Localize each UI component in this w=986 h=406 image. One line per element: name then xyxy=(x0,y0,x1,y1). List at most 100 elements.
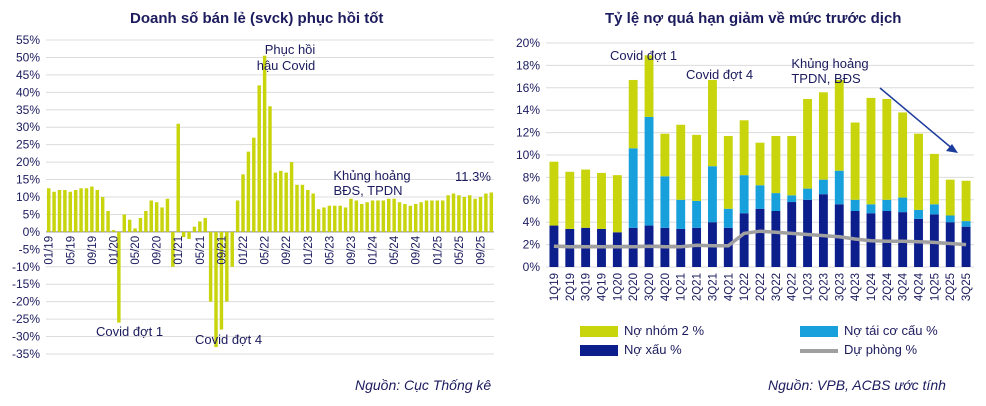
bar-tai-co-cau xyxy=(850,199,860,211)
y-tick-label: 40% xyxy=(16,85,40,99)
npl-chart-title: Tỷ lệ nợ quá hạn giảm về mức trước dịch xyxy=(605,10,902,27)
retail-bar xyxy=(46,188,51,232)
bar-tai-co-cau xyxy=(945,215,955,223)
retail-bar xyxy=(365,202,369,232)
bar-tai-co-cau xyxy=(739,175,749,214)
x-tick-label: 3Q20 xyxy=(644,273,656,301)
retail-bar xyxy=(289,162,294,232)
retail-bar xyxy=(300,184,305,232)
bar-nhom2 xyxy=(834,79,844,171)
retail-bar xyxy=(478,197,483,232)
retail-bar xyxy=(181,231,186,238)
bar-nhom2 xyxy=(644,55,654,117)
x-tick-label: 05/20 xyxy=(130,236,142,265)
y-tick-label: 6% xyxy=(523,193,541,207)
bar-nhom2 xyxy=(898,112,908,198)
x-tick-label: 3Q23 xyxy=(834,273,846,301)
bar-tai-co-cau xyxy=(882,199,892,211)
bar-nhom2 xyxy=(565,171,575,229)
bar-tai-co-cau xyxy=(771,193,781,211)
bar-nhom2 xyxy=(723,135,733,209)
retail-bar xyxy=(489,192,494,232)
y-tick-label: 10% xyxy=(516,148,540,162)
x-tick-label: 2Q25 xyxy=(945,273,957,301)
x-tick-label: 01/25 xyxy=(432,236,444,265)
x-tick-label: 1Q21 xyxy=(676,273,688,301)
y-tick-label: 8% xyxy=(523,170,541,184)
y-tick-label: 12% xyxy=(516,126,540,140)
retail-bar xyxy=(230,231,234,267)
retail-bar xyxy=(63,190,67,232)
bar-nhom2 xyxy=(961,180,971,222)
annotation-covid1: Covid đợt 1 xyxy=(96,324,163,339)
retail-bar xyxy=(376,200,380,232)
bar-nhom2 xyxy=(818,92,828,180)
x-tick-label: 09/22 xyxy=(281,236,293,265)
x-tick-label: 1Q23 xyxy=(803,273,815,301)
retail-bar xyxy=(122,214,126,232)
bar-nhom2 xyxy=(708,79,717,167)
retail-bar xyxy=(392,198,396,232)
y-tick-label: 55% xyxy=(16,33,40,47)
bar-nhom2 xyxy=(549,161,559,226)
x-tick-label: 09/21 xyxy=(216,236,228,265)
retail-bar xyxy=(90,186,94,232)
bar-tai-co-cau xyxy=(644,116,654,226)
retail-bar xyxy=(149,200,153,232)
retail-bar xyxy=(354,200,359,232)
bar-tai-co-cau xyxy=(676,199,686,229)
x-tick-label: 1Q22 xyxy=(739,273,751,301)
npl-chart: 0% 2% 4% 6% 8% 10% 12% 14% 16% 18% 20% 1Q19 2Q19 3Q19… xyxy=(516,36,974,301)
bar-nhom2 xyxy=(945,179,955,216)
bar-nhom2 xyxy=(850,122,860,200)
legend-label-duphong: Dự phòng % xyxy=(844,342,918,357)
x-tick-label: 3Q19 xyxy=(581,273,593,301)
retail-bar xyxy=(187,231,191,239)
x-tick-label: 2Q24 xyxy=(882,272,894,301)
x-tick-label: 01/23 xyxy=(303,236,315,265)
bar-no-xau xyxy=(771,211,781,267)
annotation-covid4: Covid đợt 4 xyxy=(686,67,753,82)
retail-bar xyxy=(462,197,467,232)
retail-bar xyxy=(100,197,105,232)
x-tick-label: 05/24 xyxy=(389,235,401,264)
legend-item-nhom2: Nợ nhóm 2 % xyxy=(580,323,704,338)
legend-label-noxau: Nợ xấu % xyxy=(624,342,682,357)
retail-bar xyxy=(257,85,261,232)
bar-nhom2 xyxy=(755,142,765,186)
y-tick-label: -30% xyxy=(12,330,40,344)
retail-bar xyxy=(316,209,321,232)
bar-tai-co-cau xyxy=(961,221,971,227)
retail-bar xyxy=(322,207,326,232)
bar-tai-co-cau xyxy=(914,209,923,219)
retail-sales-panel: Doanh số bán lẻ (svck) phục hồi tốt -35%… xyxy=(12,10,494,393)
annotation-crisis-line2: BĐS, TPDN xyxy=(333,183,402,198)
trend-arrow-head xyxy=(946,144,958,153)
bar-nhom2 xyxy=(739,120,749,176)
retail-bar xyxy=(160,207,164,232)
bar-nhom2 xyxy=(597,172,606,229)
y-tick-label: 20% xyxy=(16,155,40,169)
x-tick-label: 1Q19 xyxy=(549,273,561,301)
x-tick-label: 05/25 xyxy=(454,236,466,265)
retail-bar xyxy=(235,200,240,232)
y-tick-label: -15% xyxy=(12,277,40,291)
y-tick-label: 0% xyxy=(523,260,541,274)
annotation-crisis-line2: TPDN, BĐS xyxy=(791,71,861,86)
retail-bar xyxy=(387,198,391,232)
retail-bar xyxy=(284,172,288,232)
bar-nhom2 xyxy=(581,169,591,228)
bar-nhom2 xyxy=(882,99,892,200)
x-tick-label: 09/25 xyxy=(476,236,488,265)
y-tick-label: 20% xyxy=(516,36,540,50)
bar-tai-co-cau xyxy=(834,170,844,205)
y-tick-label: 35% xyxy=(16,103,40,117)
x-tick-label: 01/24 xyxy=(368,235,380,264)
x-tick-label: 2Q20 xyxy=(628,273,640,301)
legend-label-nhom2: Nợ nhóm 2 % xyxy=(624,323,705,338)
x-tick-label: 4Q23 xyxy=(850,273,862,301)
legend-swatch-noxau xyxy=(580,345,618,357)
y-tick-label: -10% xyxy=(12,260,40,274)
retail-bar xyxy=(192,226,197,232)
x-tick-label: 2Q19 xyxy=(565,273,577,301)
